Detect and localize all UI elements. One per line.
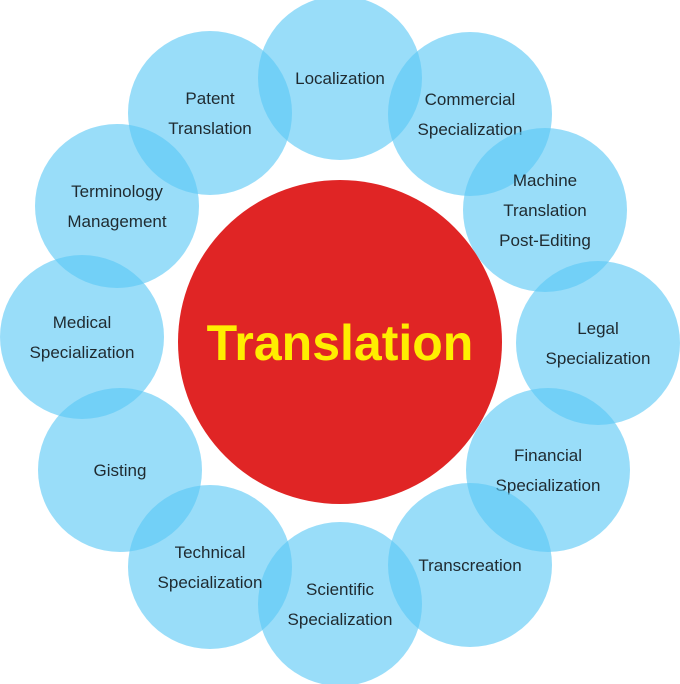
petal-label-line: Terminology [71,182,163,201]
center-node: Translation [178,180,502,504]
petal-label-line: Gisting [94,461,147,480]
petal-label-line: Transcreation [418,556,521,575]
petal-label-line: Patent [185,89,234,108]
petal-circle [388,483,552,647]
petal-label-line: Specialization [546,349,651,368]
petal-label-line: Specialization [158,573,263,592]
petal-label-line: Machine [513,171,577,190]
petal-label-line: Medical [53,313,112,332]
petal-localization: Localization [258,0,422,160]
petal-label-line: Legal [577,319,619,338]
petal-label-line: Management [67,212,167,231]
petal-label-line: Translation [503,201,586,220]
petal-label-line: Scientific [306,580,375,599]
petal-scientific-specialization: Scientific Specialization [258,522,422,684]
petal-circle [38,388,202,552]
petal-label-line: Specialization [418,120,523,139]
petal-label-line: Financial [514,446,582,465]
petal-circle [128,31,292,195]
center-label: Translation [207,315,474,371]
petal-gisting: Gisting [38,388,202,552]
petal-circle [0,255,164,419]
petal-circle [463,128,627,292]
petal-label-line: Specialization [30,343,135,362]
petal-legal-specialization: Legal Specialization [516,261,680,425]
petal-label-line: Post-Editing [499,231,591,250]
petal-transcreation: Transcreation [388,483,552,647]
petal-label-line: Commercial [425,90,516,109]
petal-label-line: Translation [168,119,251,138]
petal-circle [258,0,422,160]
petal-label-line: Technical [175,543,246,562]
petal-label-line: Specialization [496,476,601,495]
petal-label-line: Specialization [288,610,393,629]
petal-circle [516,261,680,425]
petal-medical-specialization: Medical Specialization [0,255,164,419]
petal-patent-translation: Patent Translation [128,31,292,195]
petal-label-line: Localization [295,69,385,88]
petal-circle [258,522,422,684]
petal-machine-translation-post-editing: Machine Translation Post-Editing [463,128,627,292]
center-circle [178,180,502,504]
